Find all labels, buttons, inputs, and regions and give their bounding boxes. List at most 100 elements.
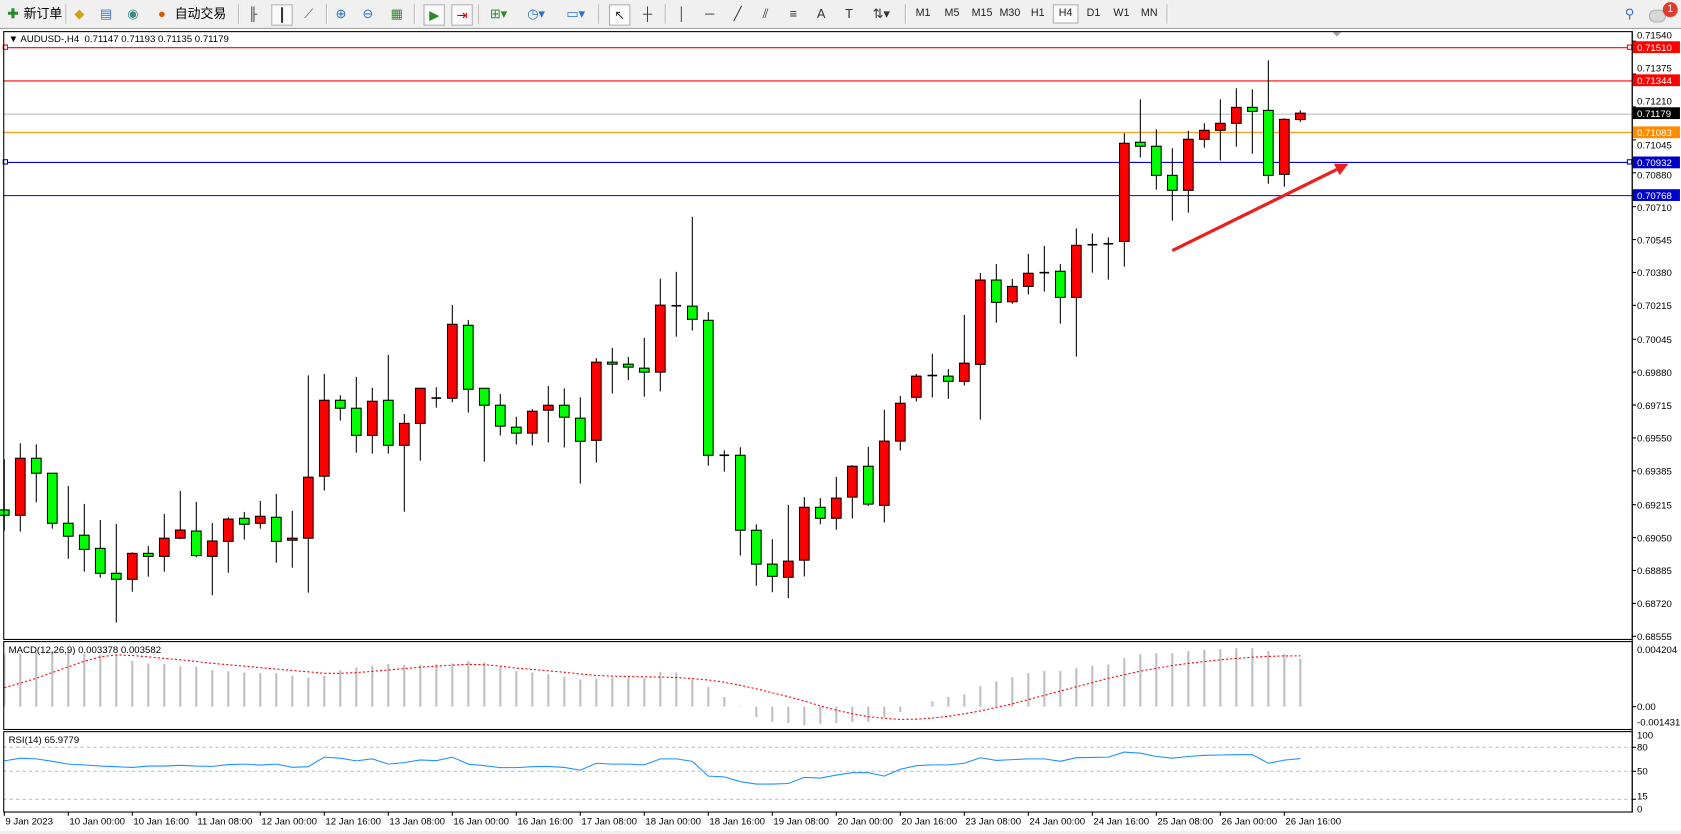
candle[interactable] bbox=[1134, 99, 1146, 158]
templates-icon[interactable]: ▭▾ bbox=[566, 6, 586, 22]
timeframe-h1-button[interactable]: H1 bbox=[1030, 7, 1045, 20]
periods-icon[interactable]: ◷▾ bbox=[527, 6, 545, 22]
candle[interactable] bbox=[654, 278, 666, 392]
candle[interactable] bbox=[398, 414, 410, 512]
candle[interactable] bbox=[446, 304, 458, 403]
chart-shift-marker[interactable] bbox=[1332, 32, 1342, 37]
candle[interactable] bbox=[30, 444, 42, 503]
trend-arrow-line[interactable] bbox=[1171, 168, 1338, 252]
crosshair-icon[interactable]: ┼ bbox=[642, 6, 653, 22]
candle[interactable] bbox=[382, 354, 394, 454]
candle[interactable] bbox=[46, 472, 58, 529]
candle[interactable] bbox=[1070, 228, 1082, 357]
candle[interactable] bbox=[462, 319, 474, 413]
indicators-icon[interactable]: ⊞▾ bbox=[489, 6, 508, 22]
line-chart-icon[interactable]: ⟋ bbox=[304, 5, 314, 21]
candle[interactable] bbox=[1294, 110, 1306, 122]
timeframe-mn-button[interactable]: MN bbox=[1140, 7, 1158, 20]
timeframe-m15-button[interactable]: M15 bbox=[971, 7, 993, 20]
candle[interactable] bbox=[222, 517, 234, 573]
search-icon[interactable]: ⚲ bbox=[1624, 6, 1635, 22]
line-handle-right[interactable] bbox=[1626, 159, 1633, 165]
candle[interactable] bbox=[1022, 253, 1034, 295]
candle[interactable] bbox=[814, 498, 826, 525]
candle[interactable] bbox=[1278, 118, 1290, 187]
candle[interactable] bbox=[574, 397, 586, 484]
notification-badge[interactable]: 1 bbox=[1662, 2, 1678, 18]
candle[interactable] bbox=[606, 347, 618, 394]
market-watch-icon[interactable]: ▤ bbox=[100, 6, 113, 22]
candle[interactable] bbox=[110, 524, 122, 623]
candle[interactable] bbox=[990, 264, 1002, 323]
candle[interactable] bbox=[510, 416, 522, 445]
timeframe-m1-button[interactable]: M1 bbox=[915, 7, 931, 20]
candle[interactable] bbox=[910, 373, 922, 402]
candle[interactable] bbox=[286, 510, 298, 568]
trend-arrow-head[interactable] bbox=[1333, 163, 1349, 176]
new-order-icon[interactable]: ✚ bbox=[7, 6, 19, 22]
candle[interactable] bbox=[542, 385, 554, 443]
arrows-icon[interactable]: ⇅▾ bbox=[872, 6, 890, 22]
candle[interactable] bbox=[1039, 245, 1050, 292]
trendline-icon[interactable]: ╱ bbox=[733, 6, 742, 22]
candle[interactable] bbox=[894, 395, 906, 451]
candle[interactable] bbox=[671, 271, 682, 337]
macd-panel[interactable] bbox=[3, 648, 1302, 726]
candle[interactable] bbox=[750, 524, 762, 586]
candle[interactable] bbox=[830, 476, 842, 530]
candle[interactable] bbox=[526, 409, 538, 446]
tile-windows-icon[interactable]: ▦ bbox=[390, 6, 403, 22]
candle[interactable] bbox=[1198, 123, 1210, 148]
horizontal-line-icon[interactable]: ─ bbox=[705, 6, 715, 22]
chart-header-arrow[interactable]: ▼ bbox=[9, 34, 19, 45]
zoom-out-icon[interactable]: ⊖ bbox=[362, 6, 374, 22]
candlestick-icon[interactable]: ┃ bbox=[271, 4, 293, 26]
candle[interactable] bbox=[206, 523, 218, 596]
candle[interactable] bbox=[350, 376, 362, 453]
candle[interactable] bbox=[1182, 130, 1194, 213]
equidistant-channel-icon[interactable]: ⫽ bbox=[762, 5, 769, 21]
candle[interactable] bbox=[431, 387, 442, 408]
candle[interactable] bbox=[766, 539, 778, 593]
candle[interactable] bbox=[366, 387, 378, 454]
timeframe-m30-button[interactable]: M30 bbox=[999, 7, 1021, 20]
candle[interactable] bbox=[1166, 148, 1178, 221]
candle[interactable] bbox=[734, 447, 746, 556]
candle[interactable] bbox=[1103, 237, 1114, 280]
candle[interactable] bbox=[878, 409, 890, 523]
candle[interactable] bbox=[94, 520, 106, 578]
candle[interactable] bbox=[238, 511, 250, 540]
candle[interactable] bbox=[174, 490, 186, 540]
candle[interactable] bbox=[862, 446, 874, 506]
text-label-icon[interactable]: T bbox=[845, 6, 854, 22]
candle[interactable] bbox=[142, 545, 154, 577]
candle[interactable] bbox=[686, 216, 698, 331]
candle[interactable] bbox=[78, 503, 90, 572]
timeframe-h4-button[interactable]: H4 bbox=[1052, 4, 1079, 24]
candle[interactable] bbox=[14, 443, 26, 532]
bar-chart-icon[interactable]: ╟ bbox=[248, 6, 258, 22]
candle[interactable] bbox=[1262, 60, 1274, 184]
candle[interactable] bbox=[927, 353, 938, 398]
candle[interactable] bbox=[1006, 279, 1018, 304]
candle[interactable] bbox=[1054, 264, 1066, 324]
candle[interactable] bbox=[702, 312, 714, 466]
candle[interactable] bbox=[782, 504, 794, 599]
candle[interactable] bbox=[1118, 133, 1130, 267]
candle[interactable] bbox=[590, 358, 602, 463]
candle[interactable] bbox=[1230, 88, 1242, 147]
candle[interactable] bbox=[558, 388, 570, 448]
line-handle-left[interactable] bbox=[2, 44, 9, 50]
candle[interactable] bbox=[1214, 99, 1226, 161]
candle[interactable] bbox=[622, 356, 634, 380]
candle[interactable] bbox=[1087, 233, 1098, 273]
candle[interactable] bbox=[302, 375, 314, 593]
candle[interactable] bbox=[942, 368, 954, 399]
fibonacci-icon[interactable]: ≡ bbox=[789, 6, 798, 22]
new-order-button[interactable]: 新订单 bbox=[23, 6, 63, 22]
metaeditor-icon[interactable]: ◆ bbox=[74, 6, 85, 22]
candle[interactable] bbox=[126, 552, 138, 592]
vertical-line-icon[interactable]: │ bbox=[677, 6, 686, 22]
candle[interactable] bbox=[798, 497, 810, 577]
